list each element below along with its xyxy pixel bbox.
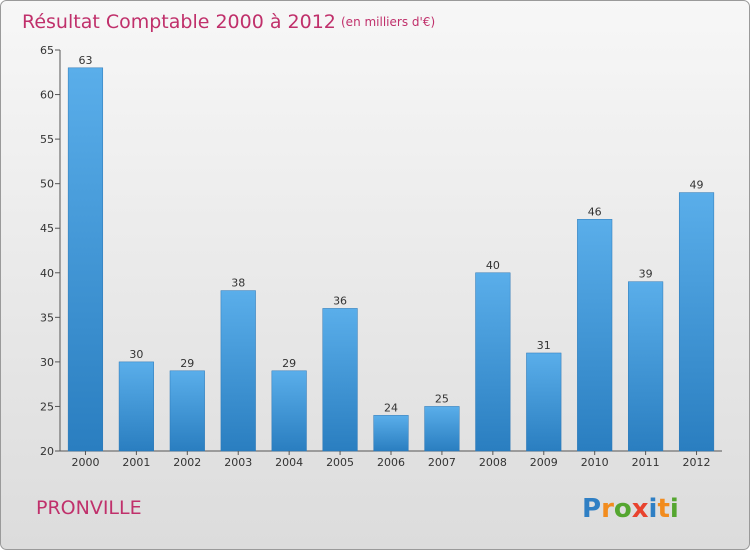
- bar-value-label: 39: [639, 268, 653, 281]
- y-tick-label: 30: [40, 356, 54, 369]
- bar: [526, 352, 562, 452]
- chart-title: Résultat Comptable 2000 à 2012: [22, 11, 336, 33]
- x-tick-label: 2008: [479, 456, 507, 469]
- x-tick-label: 2001: [122, 456, 150, 469]
- logo-letter: r: [601, 494, 614, 524]
- bar-value-label: 30: [129, 348, 143, 361]
- x-tick-label: 2006: [377, 456, 405, 469]
- bar: [373, 415, 409, 452]
- y-tick-label: 45: [40, 222, 54, 235]
- y-tick-label: 20: [40, 445, 54, 458]
- x-tick-label: 2002: [173, 456, 201, 469]
- bar-value-label: 63: [78, 54, 92, 67]
- logo-letter: o: [614, 494, 632, 524]
- x-tick-label: 2005: [326, 456, 354, 469]
- bar: [118, 361, 154, 452]
- bars: 63 2000 30 2001 29 2002 38 2003 29 2004 36 2005 24 20…: [67, 54, 715, 469]
- x-tick-label: 2000: [71, 456, 99, 469]
- x-tick-label: 2003: [224, 456, 252, 469]
- bar-value-label: 36: [333, 294, 347, 307]
- commune-name: PRONVILLE: [36, 497, 142, 519]
- y-tick-label: 40: [40, 267, 54, 280]
- x-tick-label: 2010: [581, 456, 609, 469]
- bar: [475, 272, 511, 452]
- logo-letter: i: [670, 494, 679, 524]
- bar: [322, 308, 358, 452]
- chart-subtitle: (en milliers d'€): [341, 15, 435, 29]
- y-tick-label: 65: [40, 44, 54, 57]
- bar-value-label: 49: [690, 179, 704, 192]
- x-tick-label: 2009: [530, 456, 558, 469]
- logo-letter: i: [649, 494, 658, 524]
- bar-value-label: 24: [384, 401, 398, 414]
- bar: [169, 370, 205, 452]
- bar: [628, 281, 664, 452]
- y-tick-label: 25: [40, 400, 54, 413]
- bar-value-label: 25: [435, 392, 449, 405]
- x-tick-label: 2004: [275, 456, 303, 469]
- bar: [67, 67, 104, 452]
- y-tick-label: 35: [40, 311, 54, 324]
- bar-value-label: 40: [486, 259, 500, 272]
- bar-value-label: 38: [231, 277, 245, 290]
- x-tick-label: 2012: [683, 456, 711, 469]
- bar: [424, 406, 460, 452]
- bar: [577, 219, 613, 452]
- bar-value-label: 46: [588, 205, 602, 218]
- bar: [271, 370, 307, 452]
- x-tick-label: 2007: [428, 456, 456, 469]
- logo-letter: P: [582, 494, 601, 524]
- y-tick-label: 60: [40, 89, 54, 102]
- x-tick-label: 2011: [632, 456, 660, 469]
- logo-letter: t: [657, 494, 669, 524]
- proxiti-logo: Proxiti: [582, 494, 679, 524]
- y-tick-label: 50: [40, 178, 54, 191]
- y-tick-label: 55: [40, 133, 54, 146]
- bar: [220, 290, 256, 452]
- bar-value-label: 29: [180, 357, 194, 370]
- logo-letter: x: [632, 494, 649, 524]
- bar-value-label: 29: [282, 357, 296, 370]
- bar: [678, 192, 715, 452]
- bar-value-label: 31: [537, 339, 551, 352]
